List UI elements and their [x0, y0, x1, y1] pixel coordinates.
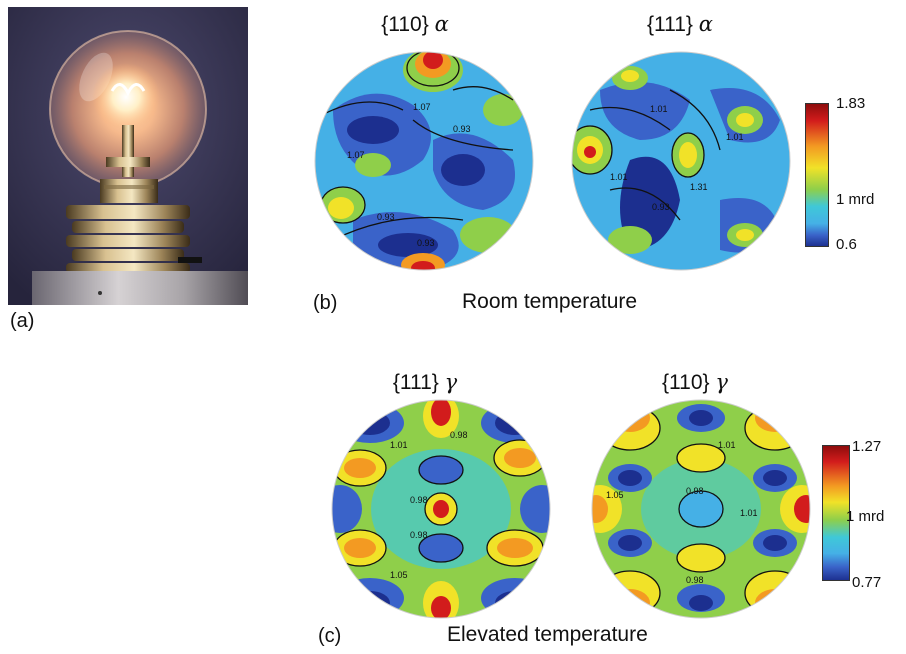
contour-label: 1.05 [390, 570, 408, 580]
contour-label: 0.98 [686, 486, 704, 496]
pole-figure-b-110: 1.07 1.07 0.93 0.93 0.93 [313, 50, 535, 272]
phase-symbol: α [698, 12, 713, 36]
plane-index: {111} [647, 13, 693, 36]
contour-label: 0.98 [410, 530, 428, 540]
phase-symbol: α [434, 12, 449, 36]
contour-label: 0.93 [453, 124, 471, 134]
contour-label: 0.98 [450, 430, 468, 440]
contour-label: 1.01 [718, 440, 736, 450]
contour-label: 0.98 [686, 575, 704, 585]
color-scale-c [822, 445, 850, 581]
contour-label: 0.93 [377, 212, 395, 222]
scale-min-label: 0.6 [836, 236, 857, 253]
contour-label: 1.31 [690, 182, 708, 192]
contour-label: 1.07 [347, 150, 365, 160]
pole-figure-title: {111} γ [335, 370, 515, 395]
pole-figure-c-110: 1.01 1.05 0.98 1.01 0.98 [590, 398, 812, 620]
contour-label: 1.01 [726, 132, 744, 142]
scale-max-label: 1.83 [836, 95, 866, 112]
scale-mid-label: 1 mrd [846, 508, 885, 525]
contour-label: 0.98 [410, 495, 428, 505]
plane-index: {110} [662, 371, 710, 394]
pole-figure-title: {111} α [590, 12, 770, 37]
contour-label: 1.01 [390, 440, 408, 450]
lamp-photo [8, 7, 248, 305]
scale-min-label: 0.77 [852, 574, 882, 591]
panel-c-caption: Elevated temperature [447, 623, 648, 646]
panel-b-label: (b) [313, 292, 338, 314]
contour-label: 1.07 [413, 102, 431, 112]
contour-label: 1.01 [740, 508, 758, 518]
panel-b-caption: Room temperature [462, 290, 638, 313]
scale-max-label: 1.27 [852, 438, 882, 455]
pole-figure-title: {110} α [325, 12, 505, 37]
contour-label: 0.93 [417, 238, 435, 248]
panel-a-label: (a) [10, 310, 35, 332]
color-scale-b [805, 103, 829, 247]
contour-label: 1.01 [610, 172, 628, 182]
scale-mid-label: 1 mrd [836, 191, 875, 208]
phase-symbol: γ [444, 370, 458, 394]
contour-label: 1.01 [650, 104, 668, 114]
pole-figure-b-111: 1.01 1.01 1.01 0.93 1.31 [570, 50, 792, 272]
plane-index: {111} [392, 371, 439, 394]
contour-label: 1.05 [606, 490, 624, 500]
phase-symbol: γ [715, 370, 728, 394]
pole-figure-title: {110} γ [605, 370, 785, 395]
pole-figure-c-111: 1.01 0.98 0.98 0.98 1.05 [330, 398, 552, 620]
plane-index: {110} [381, 13, 429, 36]
panel-c-label: (c) [318, 625, 342, 647]
contour-label: 0.93 [652, 202, 670, 212]
